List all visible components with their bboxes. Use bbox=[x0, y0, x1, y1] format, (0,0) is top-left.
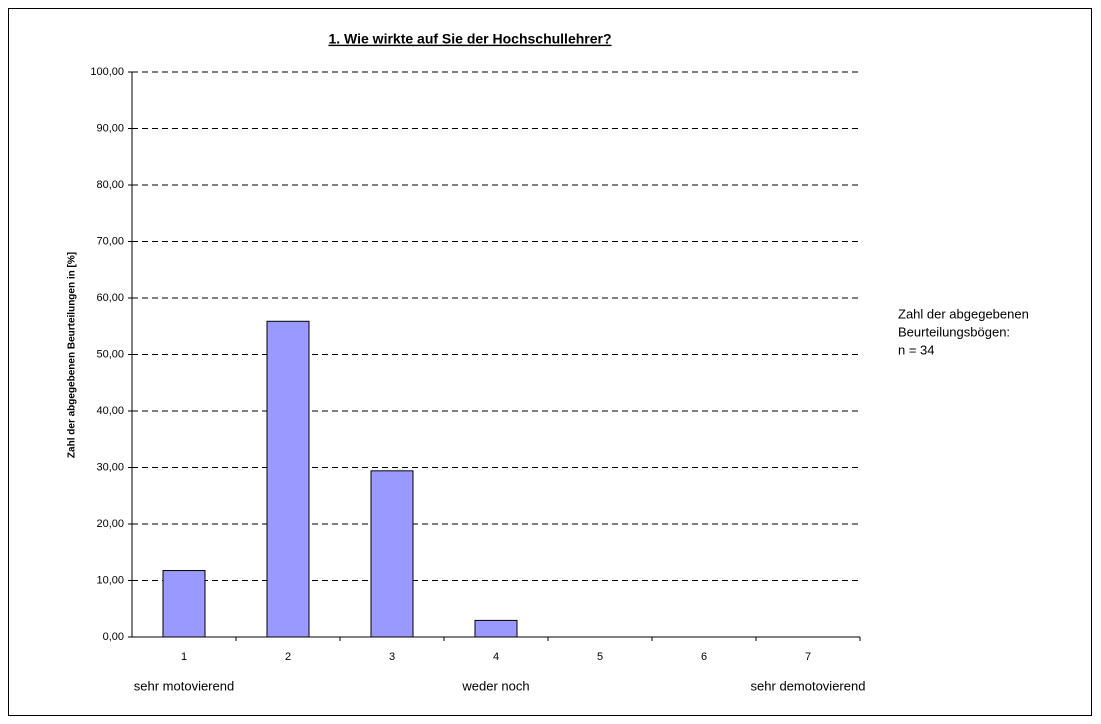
scale-label: sehr motovierend bbox=[134, 678, 234, 693]
y-tick-label: 70,00 bbox=[96, 235, 124, 247]
y-tick-label: 40,00 bbox=[96, 405, 124, 417]
y-tick-label: 80,00 bbox=[96, 179, 124, 191]
annotation: n = 34 bbox=[898, 342, 935, 357]
bar bbox=[266, 320, 310, 638]
scale-label: sehr demotovierend bbox=[751, 678, 866, 693]
y-tick-label: 60,00 bbox=[96, 292, 124, 304]
chart-title: 1. Wie wirkte auf Sie der Hochschullehre… bbox=[328, 31, 611, 47]
y-tick-label: 20,00 bbox=[96, 518, 124, 530]
y-tick-label: 50,00 bbox=[96, 348, 124, 360]
x-tick-label: 5 bbox=[597, 651, 603, 663]
y-tick-label: 90,00 bbox=[96, 122, 124, 134]
x-tick-label: 4 bbox=[493, 651, 499, 663]
x-tick-label: 2 bbox=[285, 651, 291, 663]
y-tick-label: 30,00 bbox=[96, 461, 124, 473]
x-tick-label: 7 bbox=[805, 651, 811, 663]
y-tick-label: 0,00 bbox=[103, 631, 124, 643]
x-tick-label: 3 bbox=[389, 651, 395, 663]
bar bbox=[474, 619, 518, 638]
scale-label: weder noch bbox=[461, 678, 529, 693]
x-tick-label: 6 bbox=[701, 651, 707, 663]
y-tick-label: 10,00 bbox=[96, 574, 124, 586]
bar bbox=[162, 570, 206, 638]
y-tick-label: 100,00 bbox=[90, 66, 124, 78]
y-axis-label: Zahl der abgegebenen Beurteilungen in [%… bbox=[67, 252, 78, 458]
annotation: Beurteilungsbögen: bbox=[898, 324, 1010, 339]
annotation: Zahl der abgegebenen bbox=[898, 306, 1029, 321]
x-tick-label: 1 bbox=[181, 651, 187, 663]
bar bbox=[370, 470, 414, 638]
